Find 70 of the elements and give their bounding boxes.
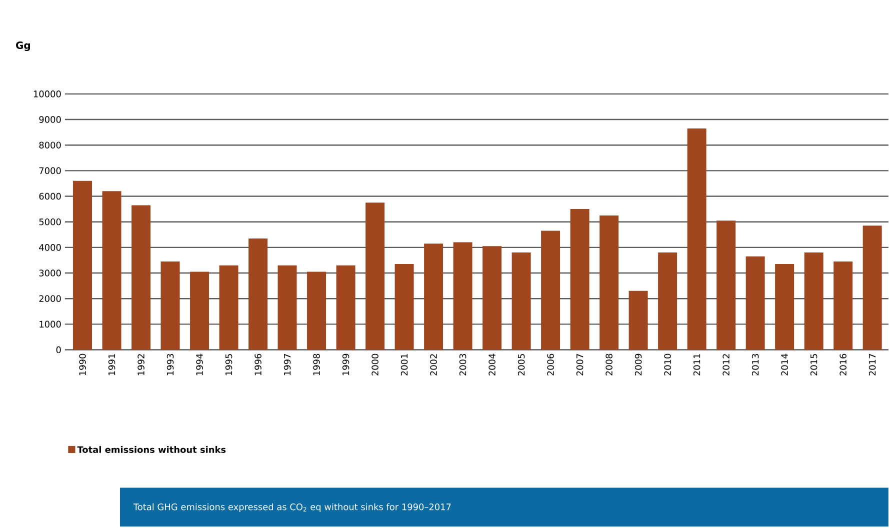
bar: [628, 291, 648, 350]
x-tick-label: 2005: [518, 354, 525, 376]
bar: [73, 181, 92, 350]
x-tick-label: 2011: [693, 354, 700, 376]
bar: [600, 216, 619, 350]
y-tick-label: 3000: [39, 270, 61, 277]
bar: [775, 264, 794, 350]
y-tick-label: 4000: [39, 244, 61, 251]
bar: [716, 220, 736, 350]
bar: [394, 264, 414, 350]
x-tick-label: 2010: [664, 354, 671, 376]
bar: [541, 230, 560, 350]
x-tick-label: 2016: [840, 354, 846, 376]
bar: [687, 128, 706, 350]
bar: [102, 191, 122, 350]
bar: [190, 272, 210, 350]
x-tick-label: 1995: [225, 354, 232, 376]
bar: [132, 205, 151, 350]
x-tick-label: 2006: [547, 354, 554, 376]
x-tick-label: 2009: [634, 354, 642, 376]
x-tick-label: 2008: [606, 354, 612, 376]
x-tick-label: 2007: [576, 354, 584, 376]
bar: [570, 209, 590, 350]
bar: [482, 246, 502, 350]
bar: [424, 244, 444, 350]
bar: [804, 252, 824, 350]
text: Total GHG emissions expressed as CO$_{2}$ eq without sinks for 1990–2017: [133, 503, 451, 512]
bar: [366, 202, 385, 350]
bar: [219, 266, 238, 350]
x-tick-label: 2014: [781, 354, 788, 376]
y-tick-label: 9000: [39, 116, 61, 124]
y-axis-title: Gg: [16, 42, 30, 52]
x-tick-label: 2004: [488, 354, 496, 376]
y-tick-label: 1000: [40, 320, 61, 328]
bar: [307, 272, 326, 350]
x-tick-label: 1994: [196, 354, 203, 376]
legend-label: Total emissions without sinks: [77, 446, 226, 454]
x-tick-label: 1997: [284, 354, 291, 376]
x-tick-label: 2001: [400, 354, 408, 376]
x-tick-label: 1999: [342, 354, 350, 376]
bar: [746, 256, 765, 350]
bar: [453, 242, 472, 350]
bar: [160, 262, 180, 350]
x-tick-label: 1993: [166, 354, 174, 376]
y-tick-label: 10000: [34, 90, 61, 98]
x-tick-label: 2002: [430, 354, 437, 376]
x-tick-label: 1998: [313, 354, 320, 376]
x-tick-label: 2012: [722, 354, 730, 376]
y-tick-label: 5000: [39, 218, 61, 226]
x-tick-label: 2003: [459, 354, 466, 376]
y-tick-label: 6000: [39, 193, 61, 200]
y-tick-label: 7000: [39, 167, 61, 174]
x-tick-label: 1996: [254, 354, 262, 376]
x-tick-label: 2000: [372, 354, 378, 376]
bar: [834, 262, 853, 350]
x-tick-label: 1991: [108, 354, 116, 376]
x-tick-label: 2015: [810, 354, 818, 376]
bar: [336, 266, 356, 350]
y-tick-label: 2000: [39, 295, 61, 302]
bar: [278, 266, 297, 350]
bar: [658, 252, 678, 350]
y-tick-label: 0: [56, 346, 61, 354]
bar: [862, 226, 882, 350]
x-tick-label: 2017: [868, 354, 876, 376]
y-tick-label: 8000: [39, 142, 61, 149]
bar: [512, 252, 531, 350]
x-tick-label: 1990: [79, 354, 86, 376]
bar: [248, 238, 268, 350]
x-tick-label: 1992: [138, 354, 144, 376]
x-tick-label: 2013: [752, 354, 759, 376]
